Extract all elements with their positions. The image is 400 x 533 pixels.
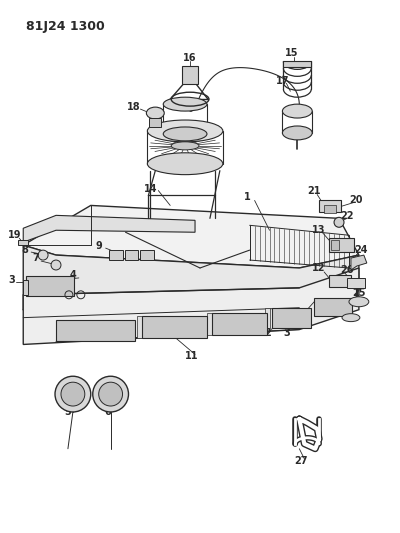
Text: 27: 27 (294, 456, 308, 466)
Bar (331, 240, 339, 250)
Text: 11: 11 (185, 351, 199, 361)
Bar (18, 240, 28, 245)
Bar (207, 313, 212, 335)
Bar (264, 308, 270, 328)
Ellipse shape (163, 97, 207, 111)
Text: 19: 19 (8, 230, 21, 240)
Bar (138, 316, 142, 337)
Text: 17: 17 (276, 76, 289, 86)
Text: 10: 10 (235, 328, 248, 337)
Bar (329, 275, 351, 287)
Bar (56, 320, 136, 342)
Circle shape (93, 376, 128, 412)
Bar (142, 316, 207, 337)
Bar (319, 200, 341, 212)
Text: 3: 3 (8, 275, 15, 285)
Text: 13: 13 (312, 225, 326, 235)
Text: 20: 20 (349, 196, 363, 205)
Ellipse shape (147, 120, 223, 142)
Text: 6: 6 (104, 407, 111, 417)
Text: 2: 2 (264, 328, 271, 337)
Ellipse shape (146, 107, 164, 119)
Ellipse shape (163, 127, 207, 141)
Bar (26, 276, 74, 296)
Polygon shape (23, 245, 359, 320)
Ellipse shape (282, 104, 312, 118)
Bar (329, 238, 354, 252)
Circle shape (61, 382, 85, 406)
Bar (124, 250, 138, 260)
Text: 16: 16 (183, 53, 197, 63)
Ellipse shape (171, 142, 199, 150)
Bar (140, 250, 154, 260)
Circle shape (334, 217, 344, 227)
Text: 1: 1 (244, 192, 251, 203)
Text: 5: 5 (64, 407, 71, 417)
Circle shape (38, 250, 48, 260)
Text: 21: 21 (308, 185, 321, 196)
Circle shape (99, 382, 122, 406)
Ellipse shape (282, 126, 312, 140)
Text: 8: 8 (22, 245, 29, 255)
Text: 24: 24 (354, 245, 368, 255)
Polygon shape (23, 268, 359, 344)
Bar (284, 61, 311, 67)
Text: 18: 18 (127, 102, 140, 112)
Text: 7: 7 (33, 253, 40, 263)
Polygon shape (23, 215, 195, 242)
Text: 12: 12 (312, 263, 326, 273)
Text: 81J24 1300: 81J24 1300 (26, 20, 105, 33)
Text: 3: 3 (283, 328, 290, 337)
Bar (314, 298, 352, 316)
Bar (272, 308, 311, 328)
Bar (23, 280, 28, 295)
Circle shape (51, 260, 61, 270)
Text: 9: 9 (95, 241, 102, 251)
Text: 26: 26 (340, 265, 354, 275)
Ellipse shape (342, 313, 360, 321)
Bar (149, 118, 161, 127)
Ellipse shape (349, 297, 369, 306)
Circle shape (55, 376, 91, 412)
Text: 15: 15 (285, 49, 298, 59)
Text: 25: 25 (352, 288, 366, 298)
Polygon shape (351, 255, 367, 270)
Bar (347, 278, 365, 288)
Bar (324, 205, 336, 213)
Bar (212, 313, 266, 335)
Text: 23: 23 (337, 308, 351, 318)
Bar (182, 67, 198, 84)
Text: 4: 4 (70, 270, 76, 280)
Ellipse shape (147, 153, 223, 175)
Polygon shape (23, 205, 359, 268)
Bar (109, 250, 122, 260)
Text: 14: 14 (144, 183, 157, 193)
Text: 22: 22 (340, 212, 354, 221)
